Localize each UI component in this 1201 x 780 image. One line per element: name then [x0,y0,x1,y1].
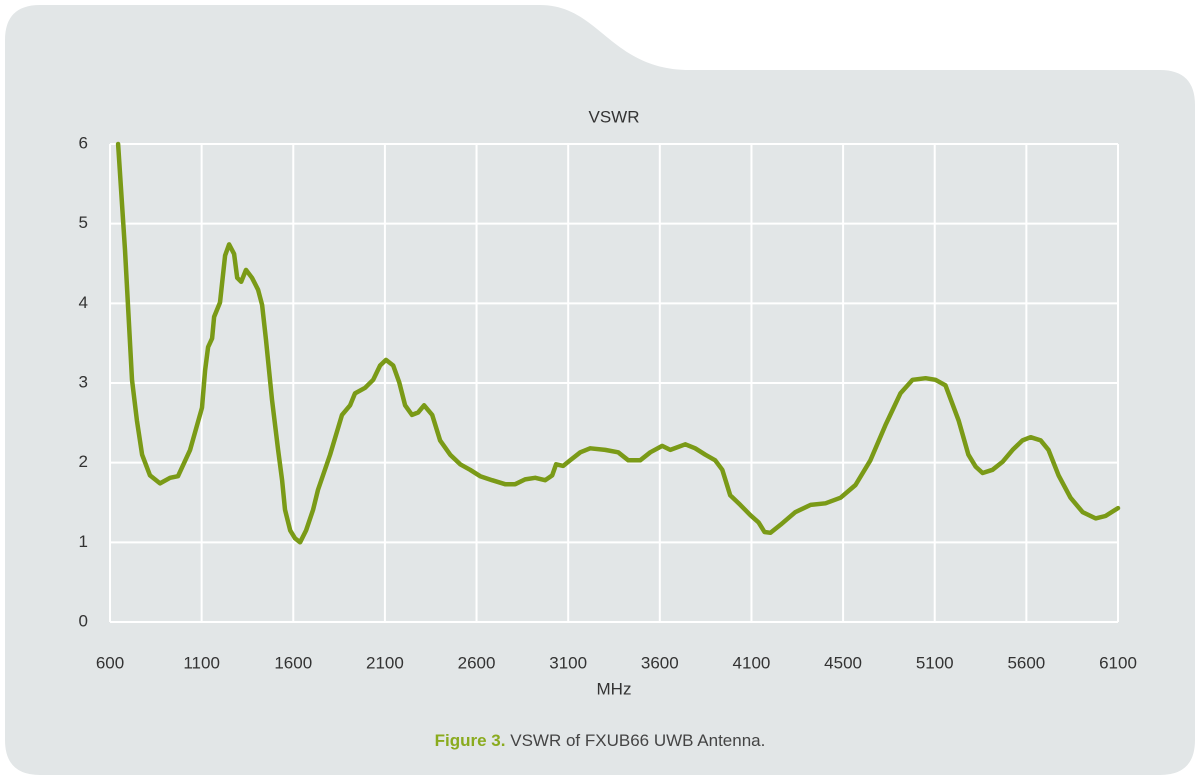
x-tick-label: 3600 [641,653,679,672]
x-tick-label: 1600 [274,653,312,672]
data-line [115,141,1121,545]
x-tick-label: 3100 [549,653,587,672]
y-tick-label: 4 [79,293,88,312]
y-tick-label: 6 [79,133,88,152]
x-tick-label: 1100 [183,653,220,672]
x-tick-label: 2600 [458,653,496,672]
caption-text: VSWR of FXUB66 UWB Antenna. [510,731,765,750]
chart-title: VSWR [589,107,640,126]
caption-label: Figure 3. [435,731,506,750]
x-tick-label: 600 [96,653,124,672]
card-background [5,5,1195,775]
x-axis-label: MHz [597,679,632,698]
y-tick-label: 3 [79,372,88,391]
x-tick-label: 4100 [733,653,771,672]
x-tick-label: 5100 [916,653,954,672]
y-tick-label: 2 [79,452,88,471]
y-tick-label: 1 [79,532,88,551]
x-tick-label: 5600 [1007,653,1045,672]
x-tick-label: 2100 [366,653,404,672]
x-tick-label: 4500 [824,653,862,672]
caption: Figure 3. VSWR of FXUB66 UWB Antenna. [435,731,766,750]
y-tick-label: 5 [79,213,88,232]
y-tick-label: 0 [79,611,88,630]
x-tick-label: 6100 [1099,653,1137,672]
